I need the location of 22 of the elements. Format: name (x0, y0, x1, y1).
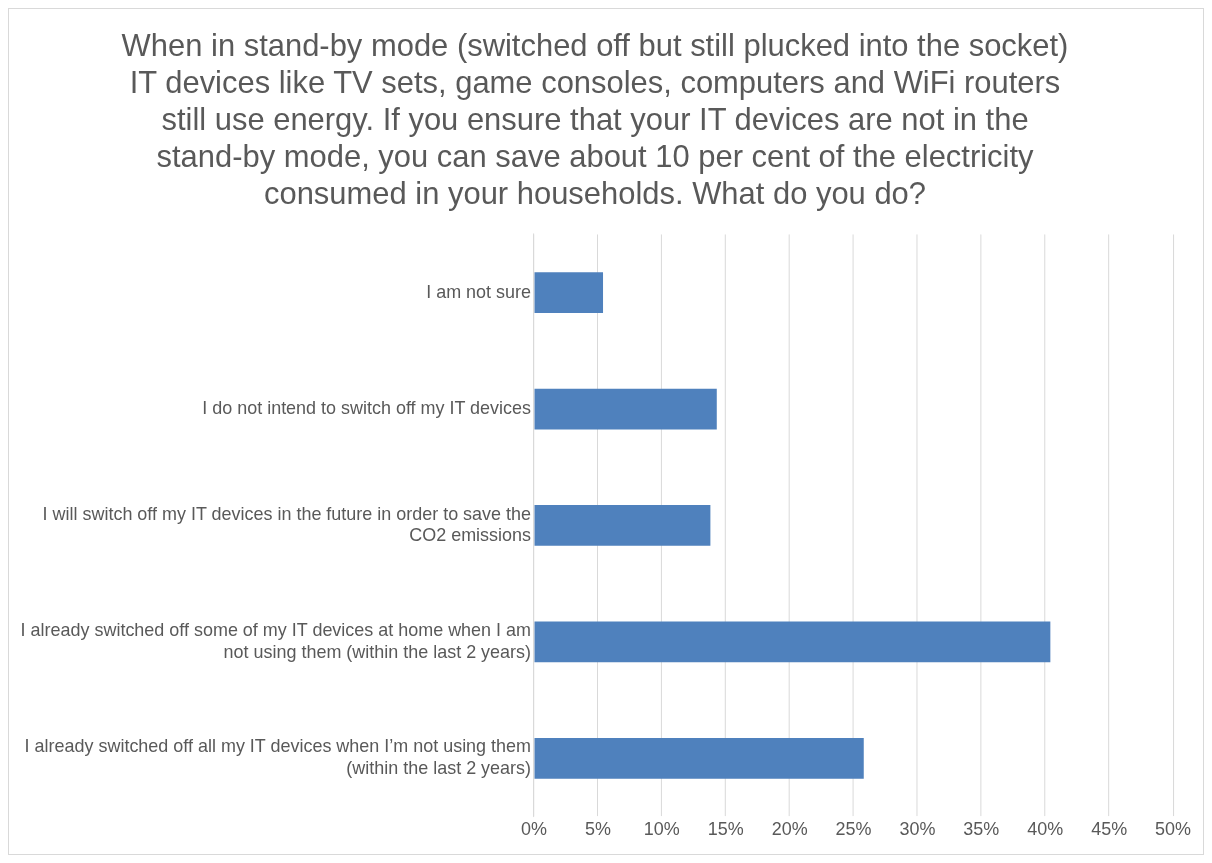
bar (534, 621, 1051, 663)
y-tick-label: I am not sure (426, 281, 532, 302)
x-tick-label: 35% (963, 819, 1000, 840)
bar (534, 388, 717, 430)
x-tick-label: 25% (835, 819, 872, 840)
x-tick-label: 10% (643, 819, 680, 840)
y-tick-label: I already switched off all my IT devices when I’m not using them (within the last 2 years) (24, 736, 532, 779)
bar (534, 272, 604, 314)
x-tick-label: 20% (771, 819, 808, 840)
bar (534, 737, 864, 779)
y-tick-label: I do not intend to switch off my IT devices (202, 398, 532, 419)
x-tick-label: 5% (584, 819, 611, 840)
x-tick-label: 50% (1155, 819, 1192, 840)
chart-title: When in stand-by mode (switched off but still plucked into the socket) IT devices like TV sets, game consoles, computers and WiFi routers still use energy. If you ensure that your IT devices are not in the stand-by mode, you can save about 10 per cent of the electricity consumed in your households. What do you do? (121, 28, 1069, 212)
x-tick-label: 30% (899, 819, 936, 840)
bar (534, 505, 711, 546)
y-tick-label: I already switched off some of my IT devices at home when I am not using them (within the last 2 years) (20, 620, 532, 662)
x-tick-label: 15% (707, 819, 744, 840)
x-tick-label: 45% (1091, 819, 1128, 840)
x-tick-label: 40% (1027, 819, 1064, 840)
x-tick-label: 0% (521, 819, 548, 840)
y-tick-label: I will switch off my IT devices in the future in order to save the CO2 emissions (42, 503, 532, 546)
